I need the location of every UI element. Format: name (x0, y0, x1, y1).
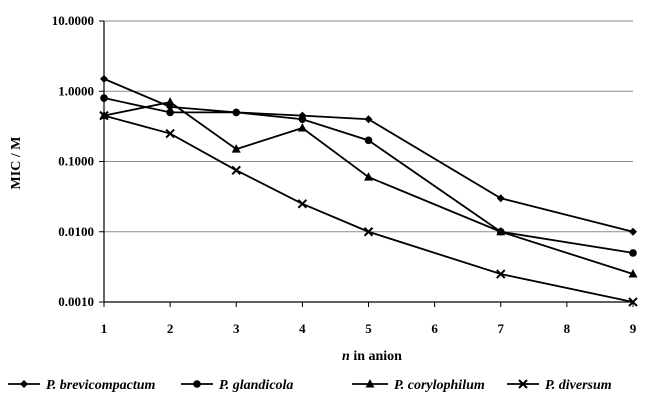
y-tick-label: 0.0100 (58, 224, 94, 239)
series-3 (99, 97, 638, 278)
legend: P. brevicompactum P. glandicola P. corylop… (8, 378, 612, 393)
legend-label: P. glandicola (219, 378, 293, 393)
x-axis-title-rest: in anion (350, 349, 402, 364)
legend-label: P. brevicompactum (46, 378, 156, 393)
data-point-diamond (100, 74, 108, 83)
data-point-circle (100, 94, 108, 102)
data-point-circle (629, 249, 637, 257)
y-tick-labels: 0.0010 0.0100 0.1000 1.0000 10.0000 (52, 13, 94, 309)
data-point-x (165, 128, 175, 139)
data-point-circle (364, 136, 373, 145)
data-point-x (99, 110, 109, 121)
y-tick-label: 1.0000 (58, 83, 94, 98)
data-point-diamond (629, 227, 637, 236)
axes (99, 20, 634, 307)
x-tick-label: 7 (498, 321, 505, 336)
gridlines (104, 20, 633, 233)
y-tick-label: 10.0000 (52, 13, 94, 28)
x-tick-label: 1 (101, 321, 108, 336)
legend-item: P. brevicompactum (8, 378, 156, 393)
series-4 (99, 110, 638, 307)
legend-marker-circle (193, 380, 201, 388)
y-tick-label: 0.1000 (58, 154, 94, 169)
data-point-triangle (364, 172, 373, 181)
data-point-circle (232, 108, 241, 117)
x-tick-label: 5 (365, 321, 372, 336)
legend-label: P. corylophilum (394, 378, 485, 393)
data-point-x (363, 227, 374, 237)
x-tick-labels: 1 2 3 4 5 6 7 8 9 (101, 321, 637, 336)
legend-item: P. corylophilum (352, 378, 485, 393)
x-tick-label: 9 (630, 321, 637, 336)
data-point-circle (166, 108, 174, 117)
series-line (103, 78, 634, 233)
legend-item: P. glandicola (181, 378, 293, 393)
data-point-triangle (165, 97, 175, 106)
data-point-x (231, 165, 241, 175)
legend-label: P. diversum (545, 378, 612, 393)
data-point-diamond (496, 194, 505, 203)
series-line (103, 101, 634, 275)
legend-marker-x (518, 379, 528, 389)
data-point-triangle (628, 269, 638, 278)
y-tick-label: 0.0010 (58, 294, 94, 309)
data-point-circle (298, 115, 307, 124)
series-1 (100, 74, 637, 236)
x-axis-title: n in anion (342, 349, 402, 364)
x-axis-title-variable: n (342, 349, 350, 364)
data-point-x (496, 269, 506, 279)
x-tick-label: 2 (167, 321, 174, 336)
legend-marker-diamond (20, 380, 28, 388)
x-tick-label: 4 (299, 321, 306, 336)
legend-item: P. diversum (507, 378, 612, 393)
data-point-triangle (496, 226, 506, 236)
series-layer (99, 74, 638, 307)
data-point-x (628, 297, 638, 307)
x-tick-label: 8 (564, 321, 571, 336)
data-point-triangle (231, 144, 241, 153)
y-axis-title: MIC / M (9, 137, 24, 190)
data-point-triangle (297, 122, 307, 132)
x-tick-label: 6 (431, 321, 438, 336)
data-point-x (297, 199, 308, 209)
legend-marker-triangle (365, 379, 375, 388)
data-point-diamond (364, 115, 373, 124)
x-tick-label: 3 (233, 321, 240, 336)
